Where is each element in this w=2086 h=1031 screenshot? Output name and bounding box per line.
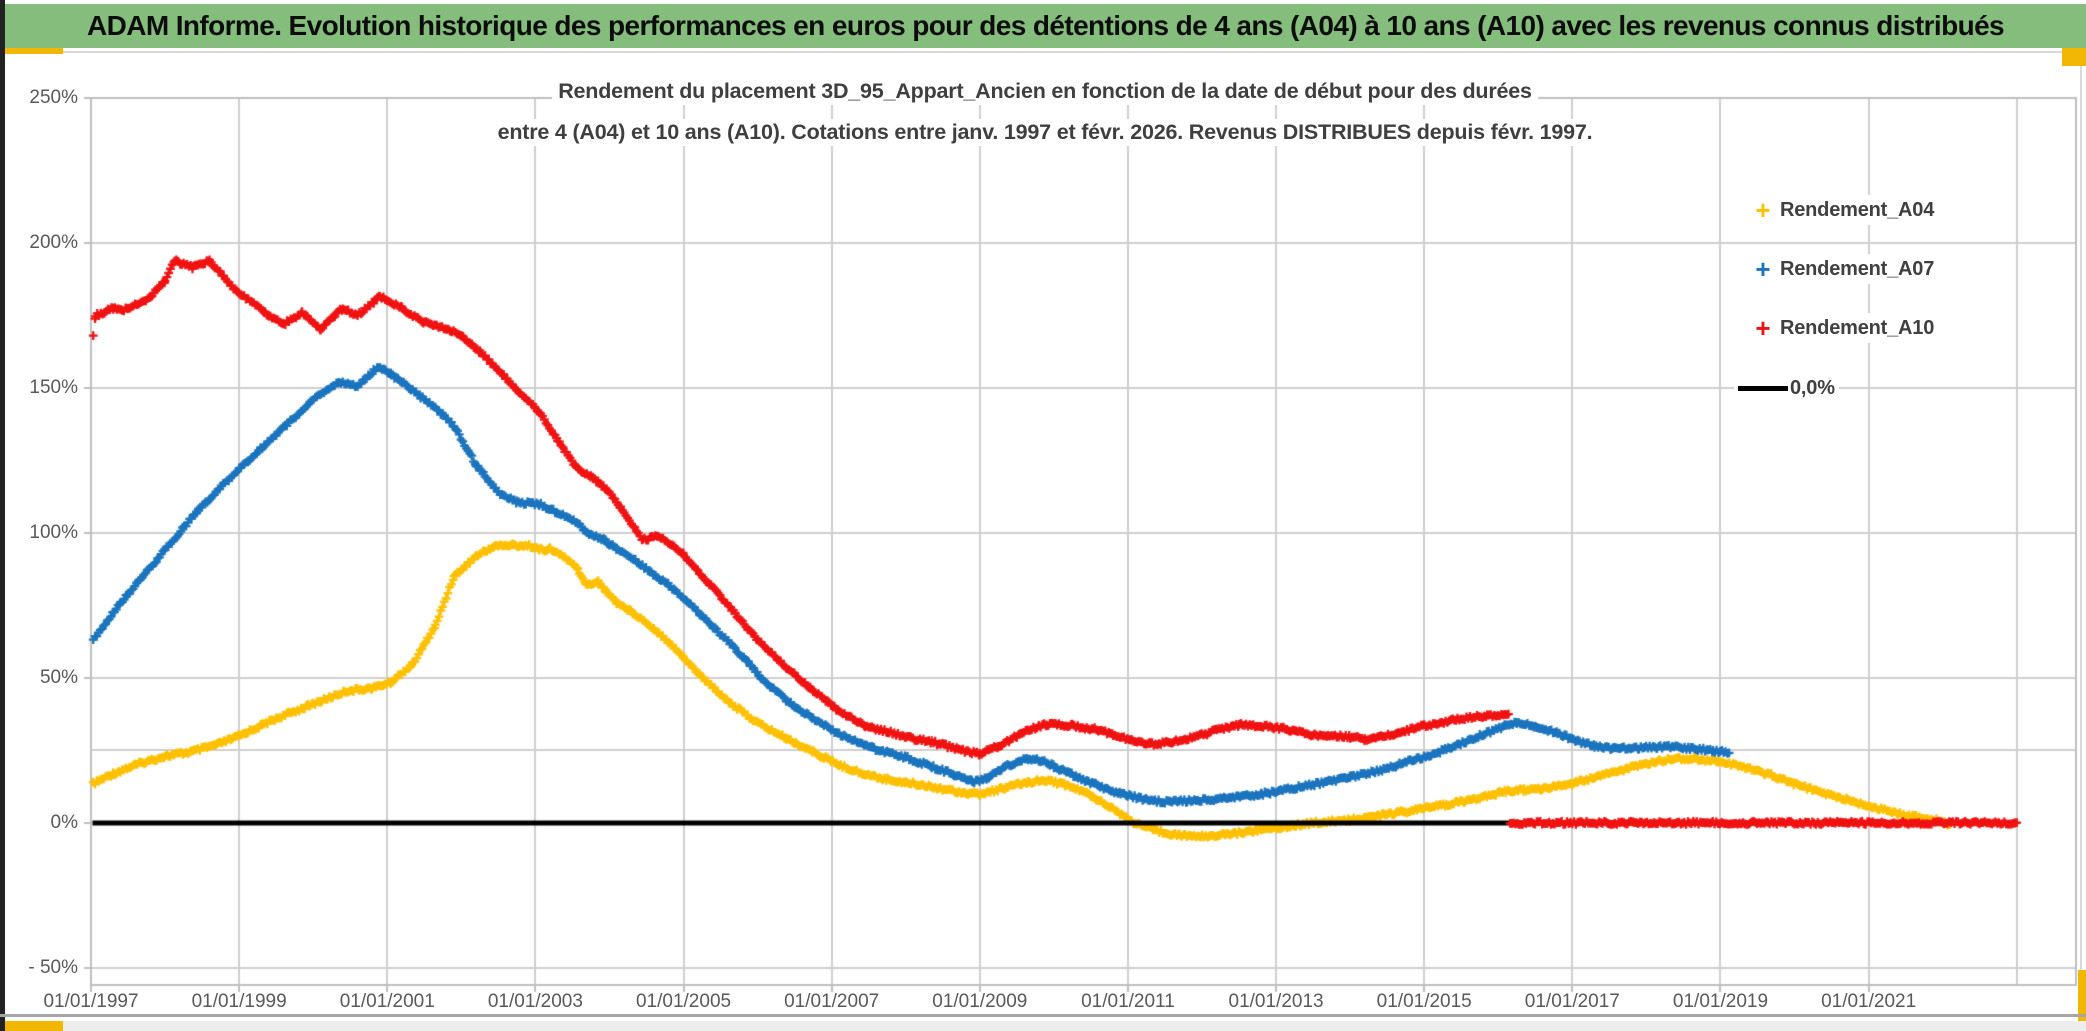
x-axis-tick-label: 01/01/2019	[1672, 991, 1769, 1012]
y-axis-tick-label: 50%	[39, 666, 78, 688]
x-axis-tick-label: 01/01/1997	[43, 991, 139, 1012]
legend-item-rendement-a04[interactable]: + Rendement_A04	[1742, 195, 1939, 225]
line-swatch-icon	[1738, 385, 1788, 391]
y-axis-tick-label: - 50%	[28, 956, 78, 978]
legend-label: 0,0%	[1790, 376, 1835, 399]
y-axis-tick-label: 100%	[29, 521, 78, 543]
x-axis-tick-label: 01/01/2007	[784, 991, 880, 1012]
x-axis-tick-label: 01/01/2005	[635, 991, 732, 1012]
plus-marker-icon: +	[1755, 195, 1771, 225]
legend-item-rendement-a07[interactable]: + Rendement_A07	[1742, 254, 1939, 284]
chart-title-line2: entre 4 (A04) et 10 ans (A10). Cotations…	[491, 119, 1599, 146]
legend-label: Rendement_A10	[1780, 316, 1935, 339]
plus-marker-icon: +	[1755, 254, 1771, 284]
legend-label: Rendement_A04	[1780, 198, 1935, 221]
y-axis-tick-label: 200%	[29, 231, 78, 253]
legend-item-rendement-a10[interactable]: + Rendement_A10	[1742, 313, 1939, 343]
x-axis-tick-label: 01/01/2009	[932, 991, 1028, 1012]
x-axis-tick-label: 01/01/2001	[339, 991, 435, 1012]
chart-title-line1: Rendement du placement 3D_95_Appart_Anci…	[552, 78, 1538, 105]
x-axis-tick-label: 01/01/1999	[191, 991, 287, 1012]
legend-label: Rendement_A07	[1780, 257, 1935, 280]
x-axis-tick-label: 01/01/2003	[487, 991, 583, 1012]
x-axis-tick-label: 01/01/2017	[1524, 991, 1620, 1012]
legend-item-zero-line[interactable]: 0,0%	[1734, 373, 1839, 403]
x-axis-tick-label: 01/01/2015	[1376, 991, 1472, 1012]
y-axis-tick-label: 250%	[29, 87, 78, 108]
x-axis-tick-label: 01/01/2021	[1821, 991, 1917, 1012]
x-axis-tick-label: 01/01/2013	[1228, 991, 1324, 1012]
x-axis-tick-label: 01/01/2011	[1081, 991, 1175, 1012]
plus-marker-icon: +	[1755, 313, 1771, 343]
y-axis-tick-label: 0%	[50, 811, 78, 833]
y-axis-tick-label: 150%	[29, 376, 78, 398]
